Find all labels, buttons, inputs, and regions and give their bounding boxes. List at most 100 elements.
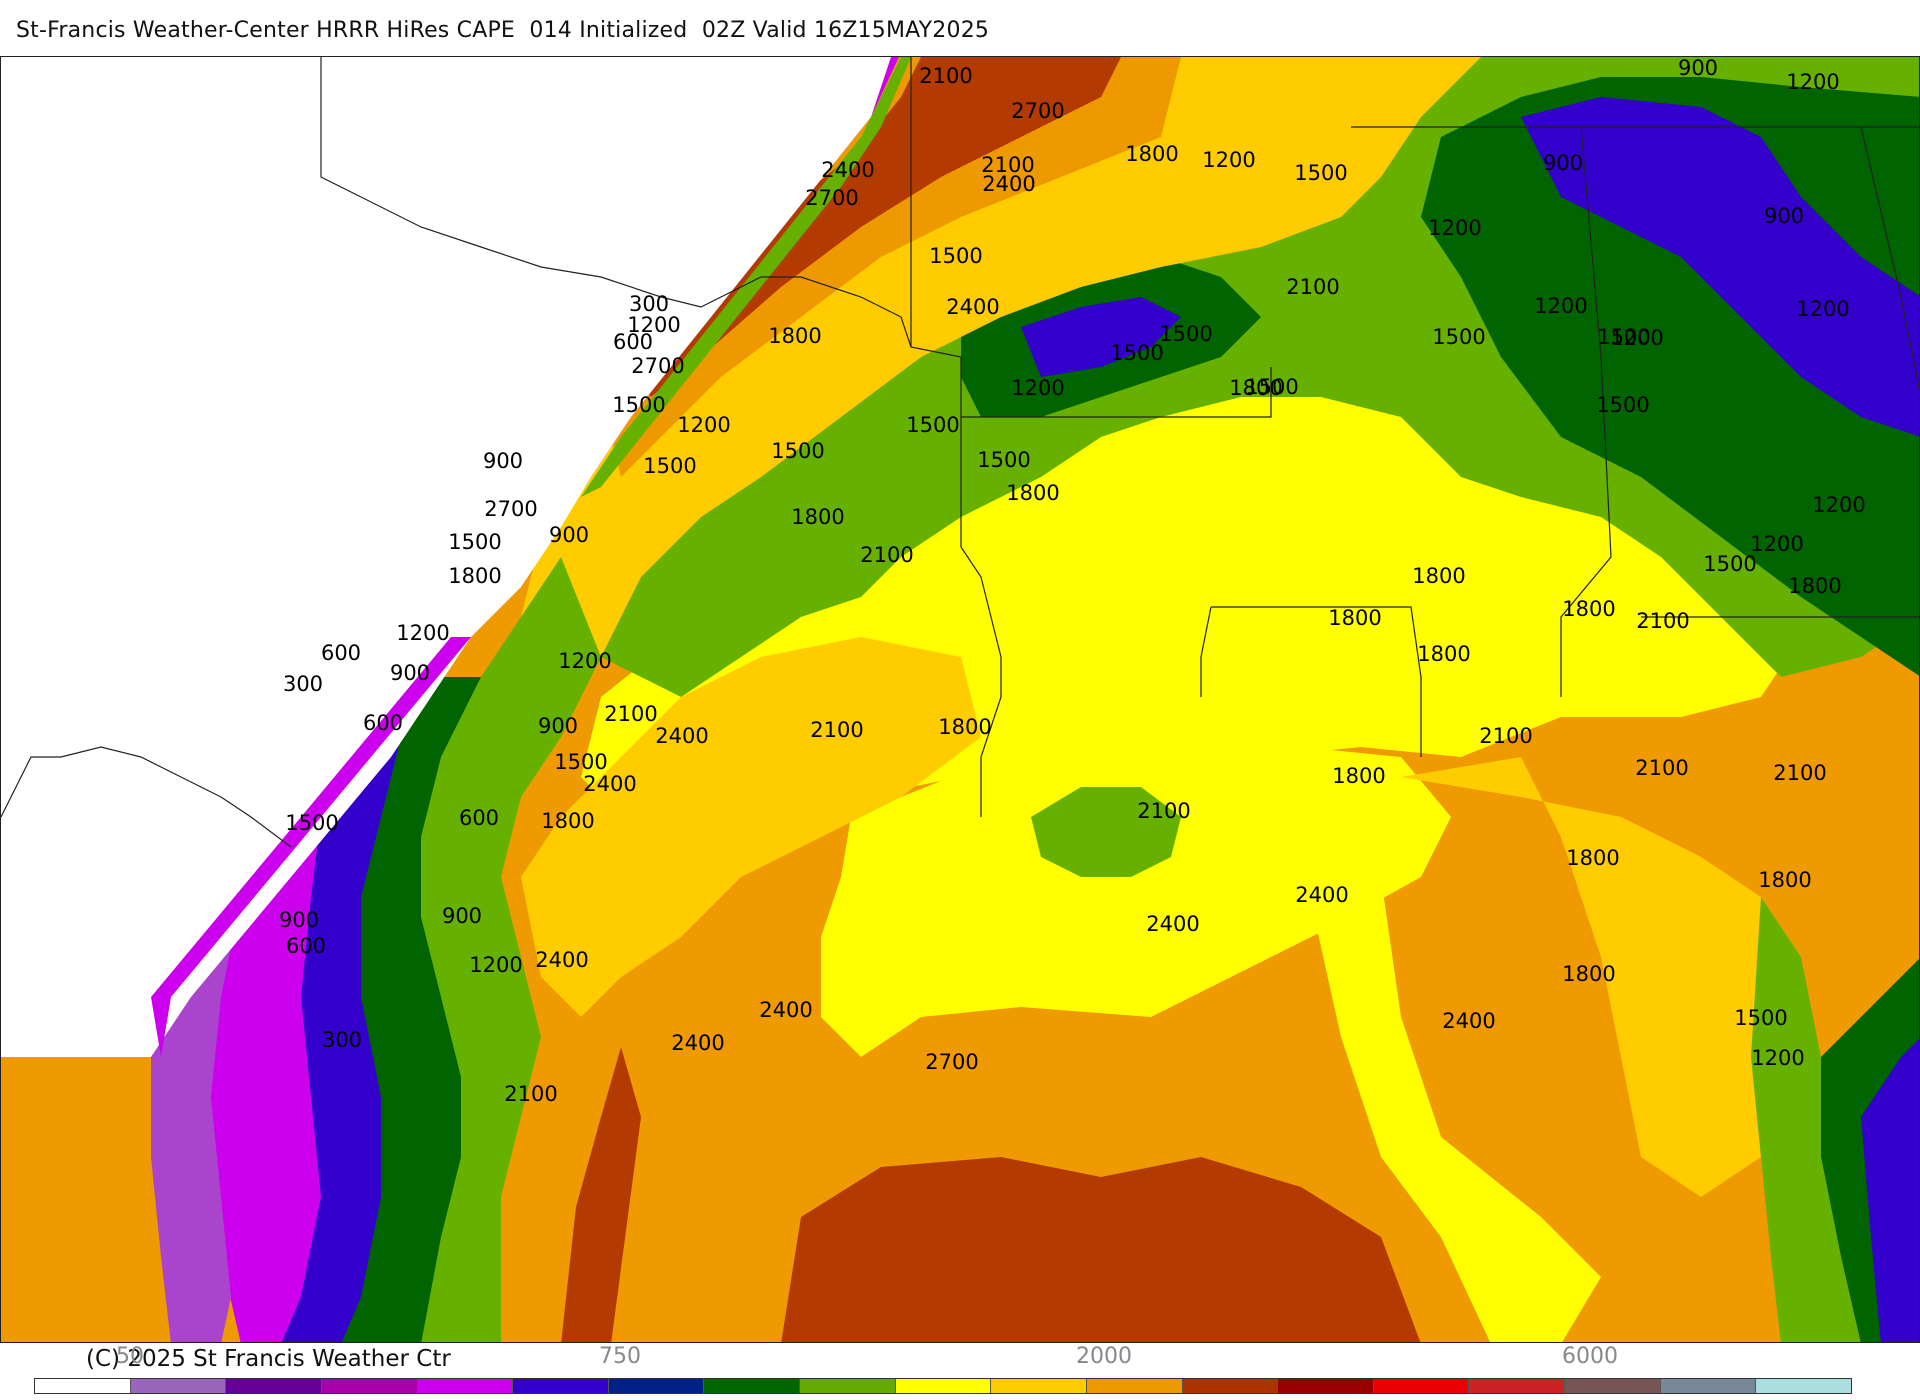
contour-label: 1200 bbox=[1750, 532, 1803, 556]
contour-label: 1200 bbox=[627, 313, 680, 337]
contour-label: 1800 bbox=[938, 715, 991, 739]
colorbar-segment bbox=[704, 1379, 800, 1393]
contour-label: 2100 bbox=[1773, 761, 1826, 785]
colorbar bbox=[34, 1378, 1852, 1394]
contour-label: 1800 bbox=[1758, 868, 1811, 892]
contour-label: 2100 bbox=[1137, 799, 1190, 823]
colorbar-segment bbox=[1469, 1379, 1565, 1393]
contour-label: 1800 bbox=[1417, 642, 1470, 666]
contour-label: 1200 bbox=[1202, 148, 1255, 172]
contour-label: 2100 bbox=[1635, 756, 1688, 780]
colorbar-segment bbox=[1373, 1379, 1470, 1393]
contour-label: 1500 bbox=[1597, 325, 1650, 349]
contour-label: 900 bbox=[442, 904, 482, 928]
contour-label: 1500 bbox=[285, 811, 338, 835]
contour-label: 1800 bbox=[1788, 574, 1841, 598]
contour-label: 1500 bbox=[1294, 161, 1347, 185]
contour-label: 2400 bbox=[583, 772, 636, 796]
contour-label: 2700 bbox=[805, 186, 858, 210]
colorbar-tick-2000: 2000 bbox=[1076, 1344, 1132, 1369]
contour-label: 1800 bbox=[1006, 481, 1059, 505]
contour-label: 1800 bbox=[448, 564, 501, 588]
field-brown-nw bbox=[621, 57, 1121, 397]
colorbar-segment bbox=[321, 1379, 418, 1393]
contour-label: 2400 bbox=[946, 295, 999, 319]
cape-map: 2100 2700 900 1200 2400 2100 1800 1200 1500 900 24… bbox=[0, 56, 1920, 1343]
field-orange-texas bbox=[521, 637, 981, 1017]
colorbar-segment bbox=[1182, 1379, 1279, 1393]
contour-label: 2100 bbox=[919, 64, 972, 88]
contour-label: 1500 bbox=[448, 530, 501, 554]
contour-label: 2400 bbox=[1146, 912, 1199, 936]
contour-label: 1800 bbox=[1562, 962, 1615, 986]
field-blue-ne bbox=[1521, 97, 1919, 437]
colorbar-tick-50: 50 bbox=[116, 1344, 144, 1369]
contour-label: 1800 bbox=[1566, 846, 1619, 870]
contour-label: 1800 bbox=[1412, 564, 1465, 588]
contour-label: 1200 bbox=[1534, 294, 1587, 318]
colorbar-segment bbox=[991, 1379, 1087, 1393]
contour-label: 1800 bbox=[1562, 597, 1615, 621]
contour-label: 2700 bbox=[925, 1050, 978, 1074]
contour-label: 900 bbox=[279, 908, 319, 932]
contour-label: 600 bbox=[613, 330, 653, 354]
contour-label: 1500 bbox=[977, 448, 1030, 472]
contour-label: 600 bbox=[459, 806, 499, 830]
contour-label: 300 bbox=[629, 292, 669, 316]
contour-label: 600 bbox=[286, 934, 326, 958]
contour-label: 2700 bbox=[1011, 99, 1064, 123]
contour-label: 900 bbox=[538, 714, 578, 738]
contour-label: 1500 bbox=[1596, 393, 1649, 417]
contour-label: 1800 bbox=[1229, 376, 1282, 400]
contour-label: 2400 bbox=[1295, 883, 1348, 907]
colorbar-segment bbox=[226, 1379, 322, 1393]
contour-label: 2400 bbox=[655, 724, 708, 748]
colorbar-segment bbox=[608, 1379, 705, 1393]
contour-label: 900 bbox=[549, 523, 589, 547]
contour-label: 900 bbox=[1764, 204, 1804, 228]
contour-label: 300 bbox=[322, 1028, 362, 1052]
contour-label: 1200 bbox=[1011, 376, 1064, 400]
contour-label: 1500 bbox=[612, 393, 665, 417]
contour-label: 2100 bbox=[1636, 609, 1689, 633]
contour-label: 1800 bbox=[1332, 764, 1385, 788]
colorbar-tick-6000: 6000 bbox=[1562, 1344, 1618, 1369]
contour-label: 2400 bbox=[982, 172, 1035, 196]
field-green-la bbox=[1031, 787, 1181, 877]
colorbar-segment bbox=[513, 1379, 609, 1393]
contour-label: 1500 bbox=[1110, 341, 1163, 365]
field-blue-se bbox=[1861, 1039, 1919, 1342]
field-yellow-gulf bbox=[821, 747, 1451, 1057]
contour-label: 1500 bbox=[906, 413, 959, 437]
contour-label: 1500 bbox=[554, 750, 607, 774]
contour-label: 1200 bbox=[1428, 216, 1481, 240]
state-borders bbox=[1, 57, 1919, 848]
contour-label: 1800 bbox=[541, 809, 594, 833]
contour-label: 2700 bbox=[484, 497, 537, 521]
contour-label: 1800 bbox=[768, 324, 821, 348]
colorbar-segment bbox=[895, 1379, 992, 1393]
colorbar-segment bbox=[1660, 1379, 1757, 1393]
field-orange-nw bbox=[521, 57, 1481, 677]
field-green-nwstrip bbox=[581, 57, 911, 497]
contour-label: 1500 bbox=[1703, 552, 1756, 576]
contour-label: 1500 bbox=[1432, 325, 1485, 349]
field-yellow-se bbox=[1301, 857, 1601, 1342]
contour-label: 2400 bbox=[535, 948, 588, 972]
contour-label: 1200 bbox=[1751, 1046, 1804, 1070]
contour-label: 1200 bbox=[1786, 70, 1839, 94]
colorbar-segment bbox=[800, 1379, 896, 1393]
contour-label: 1200 bbox=[396, 621, 449, 645]
colorbar-segment bbox=[1565, 1379, 1661, 1393]
contour-label: 1200 bbox=[1796, 297, 1849, 321]
contour-label: 1500 bbox=[1245, 375, 1298, 399]
contour-label: 1500 bbox=[771, 439, 824, 463]
colorbar-tick-750: 750 bbox=[599, 1344, 641, 1369]
contour-label: 1800 bbox=[1328, 606, 1381, 630]
contour-label: 1200 bbox=[1812, 493, 1865, 517]
field-blue-ar bbox=[1021, 297, 1181, 377]
contour-label: 1500 bbox=[643, 454, 696, 478]
contour-label: 2400 bbox=[1442, 1009, 1495, 1033]
